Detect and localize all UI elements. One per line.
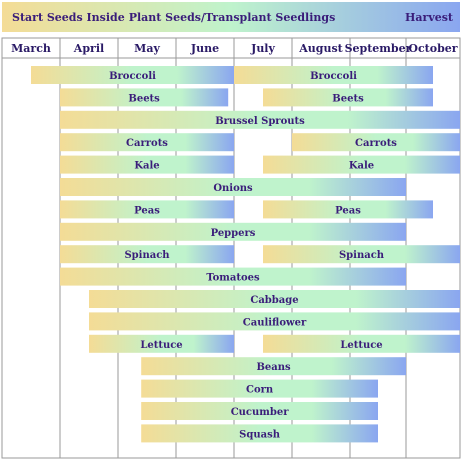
bar-tomatoes-1	[60, 267, 406, 286]
crop-label-brussel-sprouts: Brussel Sprouts	[215, 116, 305, 127]
crop-label-corn: Corn	[246, 385, 274, 396]
crop-label-beets: Beets	[332, 93, 364, 104]
month-headers: March April May June July August SeptemberOcto…	[11, 42, 458, 55]
month-label-june: June	[190, 42, 219, 55]
crop-label-cucumber: Cucumber	[231, 407, 290, 418]
bar-beets-2	[263, 88, 433, 107]
crop-label-beans: Beans	[256, 362, 291, 373]
crop-label-kale: Kale	[134, 161, 159, 172]
bar-spinach-2	[263, 245, 460, 264]
crop-label-cabbage: Cabbage	[250, 295, 298, 306]
bar-lettuce-1	[89, 334, 234, 353]
crop-label-peppers: Peppers	[211, 228, 256, 239]
bar-onions-1	[60, 178, 406, 196]
crop-label-carrots: Carrots	[126, 138, 168, 149]
crop-label-kale: Kale	[349, 161, 374, 172]
crop-label-peas: Peas	[335, 205, 361, 216]
bar-cabbage-1	[89, 290, 460, 308]
month-label-september: September	[345, 42, 412, 55]
bar-broccoli-1	[31, 66, 234, 84]
crop-label-spinach: Spinach	[124, 250, 170, 261]
bar-beets-1	[60, 88, 229, 107]
bar-carrots-2	[292, 133, 460, 152]
crop-label-carrots: Carrots	[355, 138, 397, 149]
bar-cauliflower-1	[89, 312, 460, 331]
bar-cucumber-1	[141, 402, 378, 420]
crop-labels: Broccoli Broccoli Beets Beets Brussel Sprout…	[109, 71, 397, 440]
month-label-march: March	[11, 42, 51, 55]
legend-bar	[2, 2, 460, 32]
crop-label-broccoli: Broccoli	[109, 71, 156, 82]
crop-label-peas: Peas	[134, 205, 160, 216]
bar-broccoli-2	[234, 66, 433, 84]
legend-plant-label: Plant Seeds/Transplant Seedlings	[129, 11, 336, 24]
bar-peas-2	[263, 200, 433, 219]
crop-label-lettuce: Lettuce	[140, 340, 182, 351]
bar-spinach-1	[60, 245, 234, 264]
bar-peppers-1	[60, 222, 406, 241]
month-label-april: April	[73, 42, 104, 55]
bar-beans-1	[141, 357, 406, 376]
bar-lettuce-2	[263, 334, 460, 353]
legend-start-label: Start Seeds Inside	[12, 11, 125, 24]
crop-label-cauliflower: Cauliflower	[243, 317, 307, 328]
crop-bars	[31, 66, 460, 443]
crop-label-squash: Squash	[239, 429, 281, 440]
legend-harvest-label: Harvest	[405, 11, 454, 24]
bar-squash-1	[141, 424, 378, 443]
month-label-may: May	[134, 42, 160, 55]
bar-corn-1	[141, 379, 378, 398]
bar-brussel-sprouts-1	[60, 110, 460, 129]
bar-kale-1	[60, 155, 234, 174]
month-label-august: August	[298, 42, 343, 55]
crop-label-spinach: Spinach	[339, 250, 385, 261]
month-label-july: July	[250, 42, 275, 55]
crop-label-beets: Beets	[128, 93, 160, 104]
crop-label-broccoli: Broccoli	[310, 71, 357, 82]
crop-label-tomatoes: Tomatoes	[206, 273, 260, 284]
bar-kale-2	[263, 155, 460, 174]
crop-label-onions: Onions	[213, 183, 253, 194]
bar-peas-1	[60, 200, 234, 219]
bar-carrots-1	[60, 133, 234, 152]
crop-label-lettuce: Lettuce	[340, 340, 382, 351]
month-label-october: October	[408, 42, 457, 55]
